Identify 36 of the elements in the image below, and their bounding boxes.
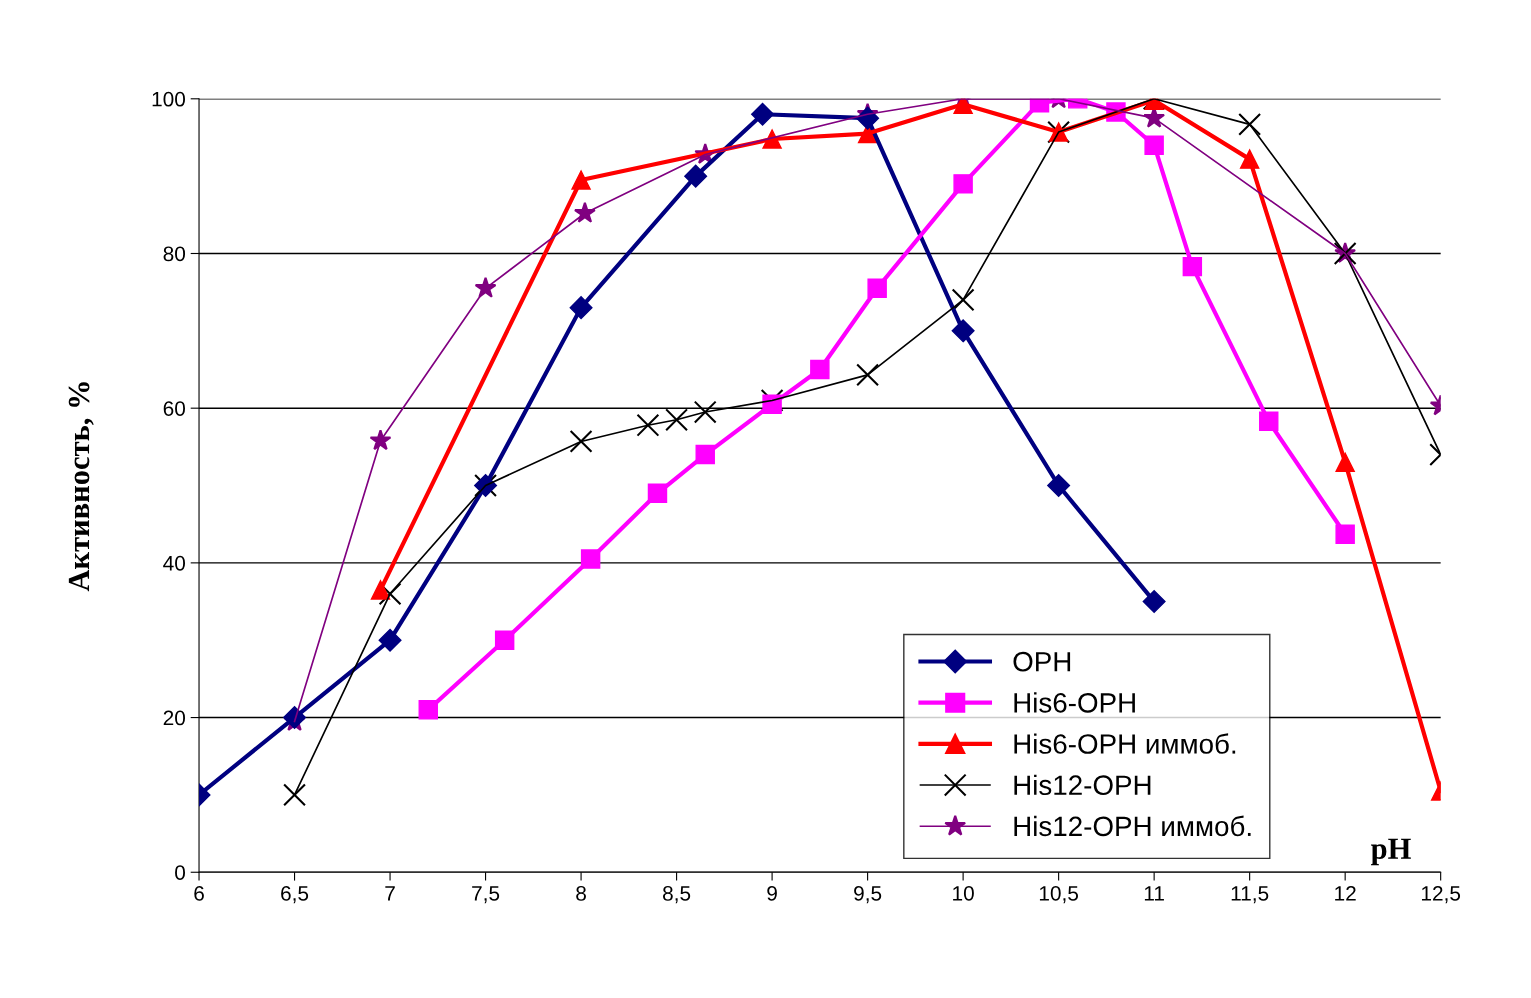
x-tick-label: 11: [1144, 886, 1164, 901]
legend-label: His6-OPH иммоб.: [1014, 733, 1236, 754]
y-tick-label: 80: [163, 246, 186, 262]
legend-label: His6-OPH: [1014, 692, 1135, 713]
legend-label: His12-OPH: [1014, 774, 1151, 796]
point: [856, 363, 880, 387]
x-tick-label: 8,5: [663, 886, 691, 904]
point: [951, 288, 975, 312]
y-tick-label: 60: [163, 401, 186, 416]
x-tick-label: 9,5: [854, 886, 882, 904]
y-tick-label: 40: [163, 555, 186, 571]
x-tick-label: 8: [576, 886, 586, 901]
x-axis-title: pH: [1371, 838, 1411, 866]
x-tick-label: 12,5: [1421, 886, 1461, 904]
point: [636, 413, 660, 437]
x-tick-label: 7,5: [472, 886, 500, 904]
y-tick-label: 0: [175, 865, 186, 881]
y-tick-label: 100: [152, 91, 186, 107]
point: [283, 783, 306, 807]
point: [369, 429, 392, 451]
x-tick-label: 10: [953, 886, 974, 901]
x-tick-label: 7: [385, 886, 395, 901]
point: [1238, 112, 1262, 136]
legend-label: OPH: [1013, 651, 1071, 672]
x-tick-label: 6: [194, 886, 204, 901]
y-tick-label: 20: [163, 710, 186, 726]
x-tick-label: 11,5: [1231, 886, 1269, 904]
x-tick-label: 10,5: [1039, 886, 1079, 904]
point: [665, 408, 689, 432]
x-tick-label: 6,5: [281, 886, 309, 904]
y-axis-title: Активность, %: [68, 382, 94, 592]
x-tick-label: 12: [1335, 886, 1356, 901]
x-tick-label: 9: [767, 886, 777, 901]
point: [569, 429, 593, 453]
point: [693, 400, 717, 424]
legend-label: His12-OPH иммоб.: [1014, 815, 1251, 837]
